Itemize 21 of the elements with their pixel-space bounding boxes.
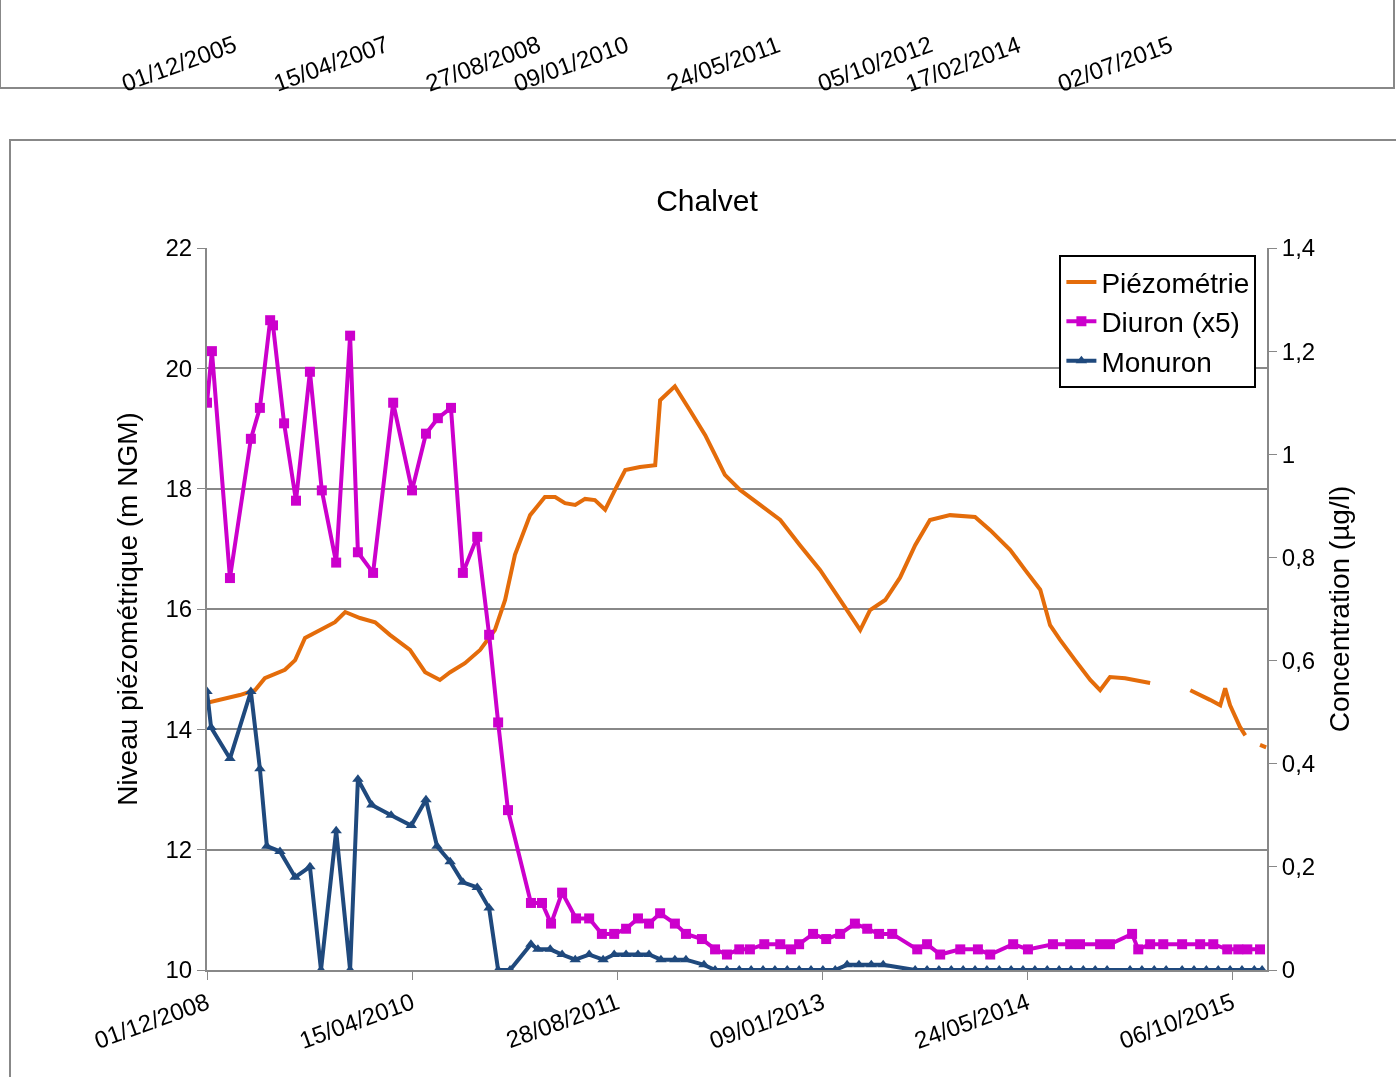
y2-axis-title: Concentration (µg/l) [1323, 485, 1355, 733]
y2-tick-label: 1 [1281, 440, 1296, 468]
y-tick-label: 16 [165, 595, 193, 623]
y2-tick-label: 0,8 [1281, 543, 1316, 571]
y2-tick-label: 0,4 [1281, 750, 1316, 778]
legend-label: Diuron (x5) [1101, 307, 1240, 339]
y-axis-title: Niveau piézométrique (m NGM) [111, 412, 143, 806]
y-tick-label: 20 [165, 354, 193, 382]
y2-tick-label: 1,2 [1281, 337, 1316, 365]
y-tick-label: 10 [165, 956, 193, 984]
y2-tick-label: 0,2 [1281, 853, 1316, 881]
chart-title: Chalvet [656, 183, 759, 217]
y2-tick-label: 0,6 [1281, 646, 1316, 674]
y-tick-label: 14 [165, 715, 193, 743]
legend-label: Piézométrie [1101, 267, 1250, 299]
y2-tick-label: 0 [1281, 956, 1296, 984]
y2-tick-label: 1,4 [1281, 234, 1316, 262]
legend-label: Monuron [1101, 346, 1212, 378]
y-tick-label: 12 [165, 836, 193, 864]
y-tick-label: 22 [165, 234, 193, 262]
y-tick-label: 18 [165, 475, 193, 503]
